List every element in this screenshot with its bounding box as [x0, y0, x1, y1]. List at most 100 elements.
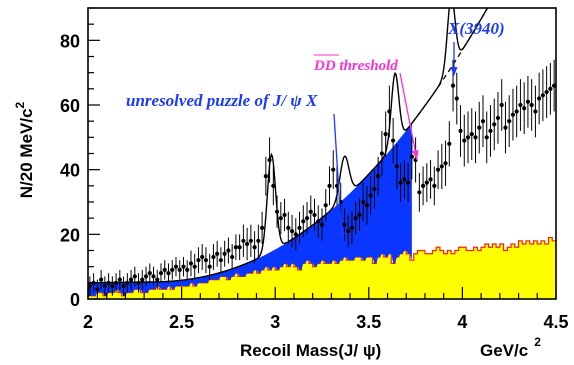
data-point	[533, 85, 538, 138]
data-point	[379, 130, 385, 177]
data-point	[177, 260, 182, 280]
data-point	[286, 211, 291, 245]
y-tick-label: 40	[60, 161, 80, 181]
data-point	[301, 205, 306, 238]
data-point	[488, 105, 493, 157]
point-marker	[435, 167, 441, 172]
point-marker	[196, 258, 201, 263]
point-marker	[439, 164, 444, 169]
point-marker	[432, 183, 437, 188]
data-point	[462, 114, 467, 167]
point-marker	[102, 283, 107, 289]
data-point	[211, 244, 216, 270]
point-marker	[297, 225, 302, 230]
data-point	[323, 189, 328, 222]
point-marker	[230, 254, 235, 260]
point-marker	[492, 122, 497, 127]
x-axis-unit-base: GeV/c	[480, 341, 528, 360]
point-marker	[151, 274, 156, 279]
point-marker	[136, 280, 141, 285]
data-point	[312, 198, 317, 232]
point-marker	[259, 225, 265, 230]
data-point	[99, 269, 104, 290]
y-axis-title: N/20 MeV/c2	[13, 101, 36, 198]
data-point	[518, 79, 523, 131]
data-point	[222, 240, 227, 267]
point-marker	[398, 180, 403, 185]
point-marker	[185, 267, 190, 272]
point-marker	[417, 190, 422, 195]
data-point	[443, 140, 448, 186]
point-marker	[286, 225, 291, 230]
point-marker	[503, 125, 508, 130]
data-point	[357, 198, 362, 232]
x-tick-label: 3	[270, 312, 280, 332]
y-axis-title-base: N/20 MeV/c	[17, 108, 36, 198]
point-marker	[88, 283, 92, 289]
y-axis-title-exp: 2	[13, 101, 27, 108]
point-marker	[525, 99, 531, 104]
data-point	[525, 75, 531, 128]
data-point	[484, 111, 489, 164]
point-marker	[477, 125, 482, 130]
point-marker	[155, 277, 160, 282]
point-marker	[207, 264, 212, 269]
puzzle-region	[88, 123, 412, 296]
point-marker	[409, 154, 414, 159]
point-marker	[465, 135, 471, 140]
data-point	[428, 159, 433, 199]
data-point	[125, 273, 130, 293]
data-point	[233, 234, 238, 261]
point-marker	[143, 274, 149, 279]
data-point	[140, 269, 145, 290]
point-marker	[361, 199, 366, 205]
y-tick-label: 80	[60, 31, 80, 51]
data-point	[143, 266, 149, 287]
data-point	[372, 169, 377, 209]
data-point	[282, 198, 287, 232]
point-marker	[319, 222, 325, 227]
point-marker	[406, 180, 411, 185]
fit-background-curve	[411, 8, 489, 124]
data-point	[259, 211, 265, 245]
annotation-threshold-arrow	[399, 72, 418, 161]
data-point	[113, 273, 119, 293]
data-point	[544, 66, 549, 118]
point-marker	[304, 216, 310, 221]
data-point	[289, 214, 295, 248]
data-point	[469, 108, 474, 160]
data-point	[248, 224, 253, 257]
data-point	[218, 247, 224, 274]
point-marker	[510, 112, 516, 117]
point-marker	[428, 177, 433, 182]
data-point	[465, 111, 471, 164]
y-tick-label: 0	[70, 290, 80, 310]
data-point	[316, 205, 321, 238]
data-point	[241, 224, 246, 257]
point-marker	[544, 89, 549, 95]
data-point	[230, 244, 235, 270]
x-axis-title: Recoil Mass(J/ ψ)	[240, 341, 381, 360]
point-marker	[379, 151, 385, 156]
x-axis-unit: GeV/c 2	[480, 335, 541, 360]
annotation-puzzle-arrow	[333, 113, 343, 243]
data-point	[117, 269, 122, 290]
data-point	[95, 279, 100, 299]
point-marker	[447, 141, 452, 146]
data-point	[432, 166, 437, 206]
puzzle-fill	[88, 123, 412, 296]
point-marker	[282, 212, 287, 218]
data-point	[173, 256, 179, 277]
data-point	[185, 260, 190, 280]
point-marker	[140, 277, 145, 282]
data-point	[480, 95, 486, 148]
data-point	[256, 224, 261, 257]
data-point	[252, 231, 257, 264]
point-marker	[383, 132, 388, 137]
point-marker	[462, 138, 467, 143]
x-axis-ticks: 2 2.5 3 3.5 4 4.5	[83, 287, 569, 332]
annotation-x3940-text: X(3940)	[447, 19, 505, 38]
data-point	[510, 88, 516, 141]
point-marker	[289, 229, 295, 234]
point-marker	[533, 109, 538, 114]
